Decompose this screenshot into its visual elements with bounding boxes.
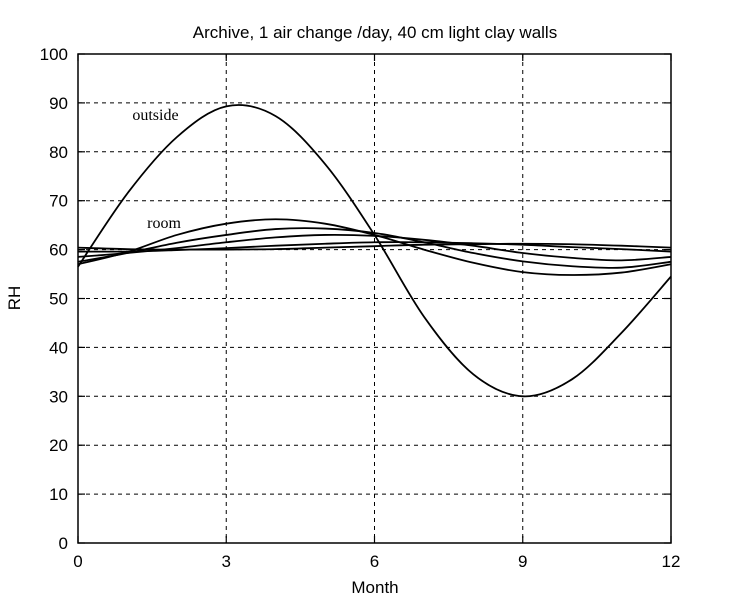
x-axis-label: Month [351,578,398,597]
series-line-room-1 [77,218,672,276]
y-tick-label: 90 [49,94,68,113]
annotation-room: room [147,215,181,232]
series-group [77,104,672,398]
y-tick-label: 60 [49,241,68,260]
y-tick-label: 10 [49,485,68,504]
series-line-room-5 [77,242,672,251]
series-line-room-2 [77,227,672,269]
x-tick-label: 9 [518,552,527,571]
y-axis-label: RH [5,286,24,311]
y-tick-label: 70 [49,192,68,211]
y-tick-label: 0 [59,534,68,553]
x-tick-label: 6 [370,552,379,571]
series-line-room-3 [77,233,672,262]
grid [78,54,671,543]
y-tick-label: 50 [49,290,68,309]
y-tick-label: 20 [49,436,68,455]
axis-ticks: 0 3 6 9 12 0 10 20 30 40 50 60 70 80 90 100 [40,45,681,571]
y-tick-label: 40 [49,338,68,357]
x-tick-label: 3 [222,552,231,571]
x-tick-label: 12 [662,552,681,571]
annotation-outside: outside [132,107,178,124]
x-tick-label: 0 [73,552,82,571]
chart-title: Archive, 1 air change /day, 40 cm light … [193,23,557,42]
annotations: outside room [132,107,181,232]
y-tick-label: 100 [40,45,68,64]
y-tick-label: 80 [49,143,68,162]
y-tick-label: 30 [49,387,68,406]
